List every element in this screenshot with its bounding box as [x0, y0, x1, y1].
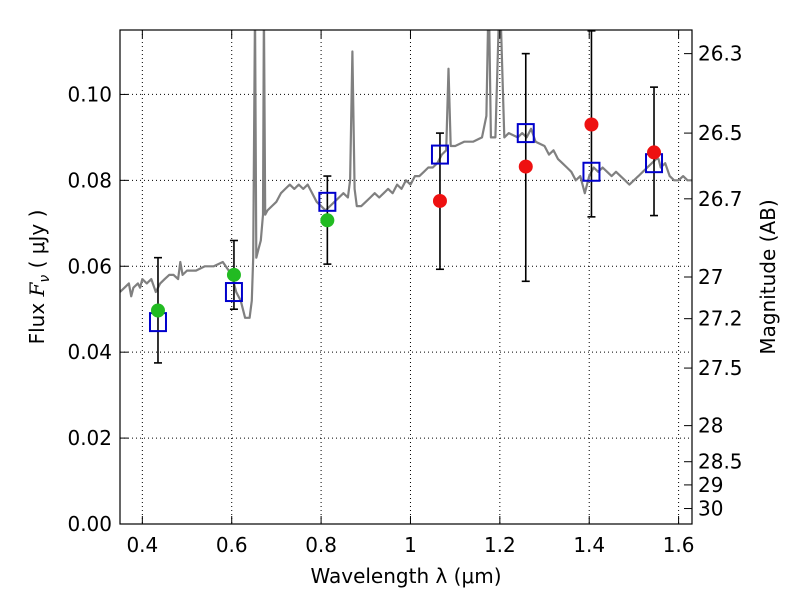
y-tick-label-1: 0.02: [67, 426, 112, 450]
y-axis-title-symbol: F: [25, 281, 49, 297]
x-axis-title: Wavelength λ (μm): [310, 564, 501, 588]
y2-axis-title: Magnitude (AB): [756, 199, 780, 354]
y2-tick-label-1: 26.5: [698, 121, 743, 145]
y-axis-title-unit: ( μJy ): [25, 210, 49, 275]
y-tick-label-4: 0.08: [67, 168, 112, 192]
y-tick-label-2: 0.04: [67, 340, 112, 364]
y2-tick-label-9: 30: [698, 497, 723, 521]
x-tick-label-3: 1: [404, 533, 417, 557]
x-tick-label-2: 0.8: [305, 533, 337, 557]
x-tick-label-1: 0.6: [216, 533, 248, 557]
y-tick-label-3: 0.06: [67, 254, 112, 278]
y-tick-label-5: 0.10: [67, 82, 112, 106]
model-photometry-square-2: [318, 191, 337, 212]
y2-tick-label-5: 27.5: [698, 356, 743, 380]
model-photometry-square-5: [582, 161, 601, 182]
model-photometry-square-4: [516, 123, 535, 144]
observed-nir-point-0: [432, 193, 447, 208]
x-tick-label-5: 1.4: [573, 533, 605, 557]
model-spectrum-line: [120, 30, 692, 319]
observed-nir-point-1: [518, 159, 533, 174]
plot-layer: [120, 30, 692, 364]
axes-layer: 0.4 0.6 0.8 1 1.2 1.4 1.6 0.00 0.02 0.04 0.06 0.08 0…: [67, 29, 743, 557]
y-axis-title-subscript: ν: [37, 275, 53, 283]
x-tick-label-6: 1.6: [663, 533, 695, 557]
y-tick-label-0: 0.00: [67, 512, 112, 536]
y2-tick-label-8: 29: [698, 473, 723, 497]
y2-tick-label-4: 27.2: [698, 307, 743, 331]
y2-tick-label-6: 28: [698, 414, 723, 438]
y2-tick-label-2: 26.7: [698, 187, 743, 211]
y-axis-title: Flux Fν ( μJy ): [25, 210, 53, 345]
observed-optical-point-2: [320, 213, 335, 228]
x-tick-label-0: 0.4: [126, 533, 158, 557]
y2-tick-label-0: 26.3: [698, 42, 743, 66]
observed-optical-point-1: [226, 267, 241, 282]
observed-nir-point-3: [647, 145, 662, 160]
observed-nir-point-2: [584, 117, 599, 132]
model-photometry-square-1: [224, 282, 243, 303]
x-tick-label-4: 1.2: [484, 533, 516, 557]
model-photometry-square-3: [430, 144, 449, 165]
y-axis-title-prefix: Flux: [25, 296, 49, 344]
y2-tick-label-3: 27: [698, 265, 723, 289]
observed-optical-point-0: [150, 303, 165, 318]
y2-tick-label-7: 28.5: [698, 450, 743, 474]
